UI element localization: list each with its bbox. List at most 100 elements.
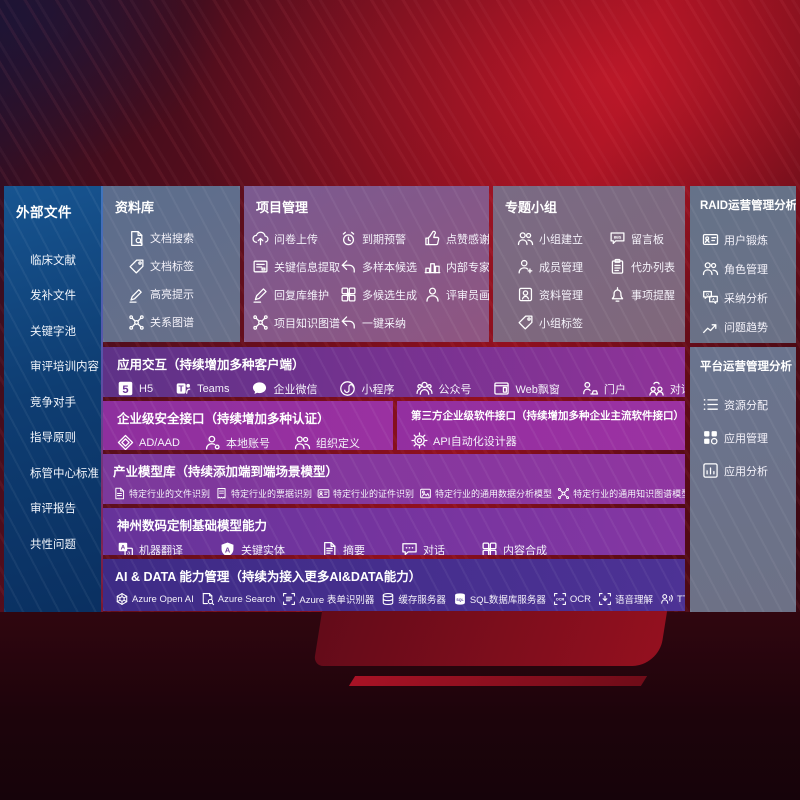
menu-item[interactable]: 到期预警 <box>340 229 424 248</box>
model-item[interactable]: 特定行业的文件识别 <box>113 487 210 500</box>
menu-item[interactable]: 事项提醒 <box>609 285 685 304</box>
model-item[interactable]: 特定行业的通用数据分析模型 <box>419 487 552 500</box>
portal-icon <box>582 380 599 397</box>
external-files-title: 外部文件 <box>16 205 72 220</box>
client-item[interactable]: 门户 <box>582 380 626 397</box>
menu-item[interactable]: 高亮提示 <box>128 280 240 308</box>
model-item[interactable]: 特定行业的票据识别 <box>215 487 312 500</box>
menu-item[interactable]: 评审员画像 <box>424 285 489 304</box>
menu-item[interactable]: 应用管理 <box>702 421 796 454</box>
topic-groups-panel: 专题小组 小组建立 留言板 成员管理 代办列表 资料管理 事项提醒 小组标签 <box>493 186 685 342</box>
menu-item[interactable]: 点赞感谢 <box>424 229 489 248</box>
ocr-icon <box>553 592 567 606</box>
sidebar-item[interactable]: 指导原则 <box>30 432 76 445</box>
dc-base-models-items: 机器翻译 关键实体 摘要 对话 内容合成 <box>117 541 685 555</box>
service-item[interactable]: Azure Open AI <box>115 592 194 606</box>
h5-icon <box>117 380 134 397</box>
menu-item[interactable]: 小组标签 <box>517 313 609 332</box>
menu-item[interactable]: 多候选生成 <box>340 285 424 304</box>
menu-item[interactable]: 问题趋势 <box>702 312 796 341</box>
model-item[interactable]: 特定行业的证件识别 <box>317 487 414 500</box>
service-item[interactable]: SQL数据库服务器 <box>453 592 546 606</box>
client-item[interactable]: Teams <box>175 380 229 397</box>
people-icon <box>702 260 719 277</box>
menu-item[interactable]: 问卷上传 <box>252 229 340 248</box>
client-item[interactable]: Web飘窗 <box>493 380 560 397</box>
service-item[interactable]: 缓存服务器 <box>381 592 446 606</box>
raid-analysis-panel: RAID运营管理分析 用户锻炼 角色管理 采纳分析 问题趋势 <box>690 186 796 343</box>
dialog-people-icon <box>648 380 665 397</box>
sidebar-item[interactable]: 标管中心标准 <box>30 467 99 480</box>
menu-item[interactable]: 资源分配 <box>702 388 796 421</box>
third-party-api-band: 第三方企业级软件接口（持续增加多种企业主流软件接口） API自动化设计器 <box>397 401 685 450</box>
tts-icon <box>660 592 674 606</box>
laptop-silhouette <box>313 608 668 666</box>
sidebar-item[interactable]: 审评报告 <box>30 503 76 516</box>
sidebar-item[interactable]: 发补文件 <box>30 290 76 303</box>
sidebar-item[interactable]: 审评培训内容 <box>30 361 99 374</box>
raid-analysis-title: RAID运营管理分析 <box>700 200 796 212</box>
menu-item[interactable]: 采纳分析 <box>702 283 796 312</box>
service-item[interactable]: Azure 表单识别器 <box>282 592 374 606</box>
capability-item[interactable]: 内容合成 <box>481 541 547 555</box>
service-item[interactable]: OCR <box>553 592 591 606</box>
auth-item[interactable]: 组织定义 <box>294 434 360 450</box>
chat-icon <box>401 541 418 555</box>
alarm-icon <box>340 230 357 247</box>
client-item[interactable]: 公众号 <box>416 380 471 397</box>
menu-item[interactable]: 项目知识图谱 <box>252 313 340 332</box>
client-item[interactable]: 对话 <box>648 380 685 397</box>
azure-ad-icon <box>117 434 134 450</box>
project-management-panel: 项目管理 问卷上传到期预警点赞感谢关键信息提取多样本候选内部专家排名回复库维护多… <box>244 186 489 342</box>
menu-item[interactable]: 关系图谱 <box>128 308 240 336</box>
menu-item[interactable]: 内部专家排名 <box>424 257 489 276</box>
service-item[interactable]: Azure Search <box>201 592 275 606</box>
menu-item[interactable]: 代办列表 <box>609 257 685 276</box>
menu-item[interactable]: 应用分析 <box>702 454 796 487</box>
menu-item[interactable]: 多样本候选 <box>340 257 424 276</box>
doc-extract-icon <box>252 258 269 275</box>
capability-item[interactable]: 摘要 <box>321 541 365 555</box>
security-api-band: 企业级安全接口（持续增加多种认证） AD/AAD 本地账号 组织定义 <box>103 401 393 450</box>
model-item[interactable]: 特定行业的通用知识图谱模型 <box>557 487 685 500</box>
menu-item[interactable]: 成员管理 <box>517 257 609 276</box>
menu-item[interactable]: 角色管理 <box>702 254 796 283</box>
capability-item[interactable]: 对话 <box>401 541 445 555</box>
capability-item[interactable]: 关键实体 <box>219 541 285 555</box>
menu-item[interactable]: 文档标签 <box>128 252 240 280</box>
menu-item[interactable]: 文档搜索 <box>128 224 240 252</box>
raid-analysis-items: 用户锻炼 角色管理 采纳分析 问题趋势 <box>702 225 796 341</box>
menu-item[interactable]: 一键采纳 <box>340 313 424 332</box>
app-interaction-items: H5 Teams 企业微信 小程序 公众号 Web飘窗 门户 对话 <box>117 380 685 397</box>
topic-groups-title: 专题小组 <box>505 200 558 215</box>
menu-item[interactable]: 资料管理 <box>517 285 609 304</box>
api-item[interactable]: API自动化设计器 <box>411 432 517 449</box>
platform-analysis-title: 平台运营管理分析 <box>700 361 792 373</box>
auth-item[interactable]: 本地账号 <box>204 434 270 450</box>
service-item[interactable]: 语音理解 <box>598 592 653 606</box>
sidebar-item[interactable]: 临床文献 <box>30 254 76 267</box>
menu-item[interactable]: 文档分类 <box>128 336 240 342</box>
sidebar-item[interactable]: 共性问题 <box>30 538 76 551</box>
doc-search-icon <box>128 230 145 247</box>
service-item[interactable]: TTS <box>660 592 685 606</box>
menu-item[interactable]: 小组建立 <box>517 229 609 248</box>
tag-icon <box>128 258 145 275</box>
platform-analysis-panel: 平台运营管理分析 资源分配 应用管理 应用分析 <box>690 347 796 612</box>
audience-icon <box>416 380 433 397</box>
qa-chat-icon <box>702 289 719 306</box>
azure-search-icon <box>201 592 215 606</box>
menu-item[interactable]: 关键信息提取 <box>252 257 340 276</box>
person-icon <box>424 286 441 303</box>
sidebar-item[interactable]: 关键字池 <box>30 325 76 338</box>
capability-item[interactable]: 机器翻译 <box>117 541 183 555</box>
menu-item[interactable]: 回复库维护 <box>252 285 340 304</box>
sidebar-item[interactable]: 竞争对手 <box>30 396 76 409</box>
client-item[interactable]: 企业微信 <box>251 380 317 397</box>
menu-item[interactable]: 留言板 <box>609 229 685 248</box>
industry-models-title: 产业模型库（持续添加端到端场景模型） <box>113 465 339 479</box>
menu-item[interactable]: 用户锻炼 <box>702 225 796 254</box>
auth-item[interactable]: AD/AAD <box>117 434 180 450</box>
client-item[interactable]: H5 <box>117 380 153 397</box>
client-item[interactable]: 小程序 <box>339 380 394 397</box>
